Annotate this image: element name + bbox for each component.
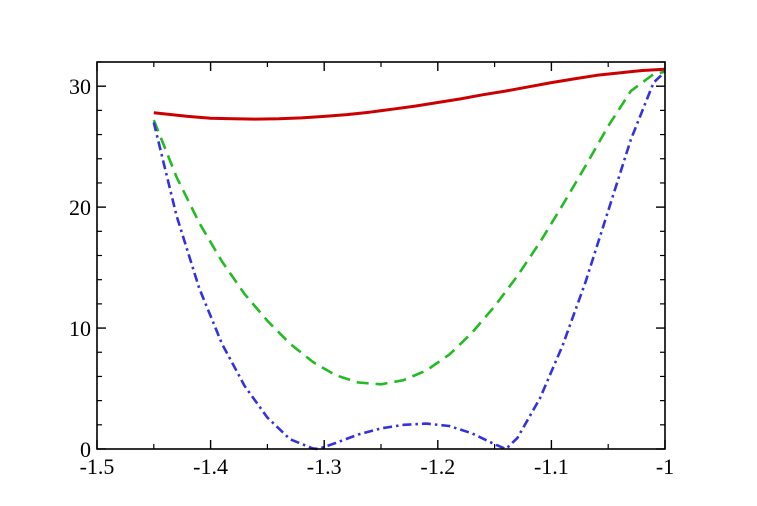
axes-layer: -1.5 -1.4 -1.3 -1.2 -1.1 -1 0 10 20 30: [69, 61, 674, 479]
x-tick-label: -1.4: [193, 454, 228, 479]
x-tick-label: -1.5: [80, 454, 115, 479]
x-tick-label: -1.1: [534, 454, 569, 479]
y-tick-label: 30: [69, 74, 91, 99]
series-line-1: [153, 67, 666, 121]
series-line-3: [152, 70, 666, 451]
y-tick-label: 10: [69, 316, 91, 341]
x-tick-label: -1.3: [307, 454, 342, 479]
series-line-2: [152, 70, 666, 386]
x-tick-label: -1: [656, 454, 674, 479]
x-tick-label: -1.2: [420, 454, 455, 479]
series-layer: [152, 67, 666, 451]
y-tick-label: 20: [69, 195, 91, 220]
plot-frame: [96, 61, 666, 450]
y-tick-label: 0: [80, 437, 91, 462]
